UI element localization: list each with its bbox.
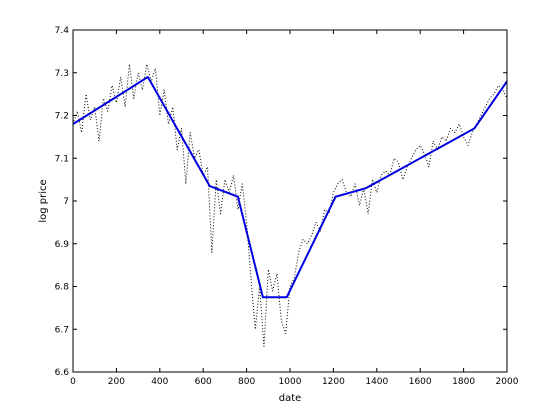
x-tick-label: 1400 <box>365 377 388 387</box>
y-tick-label: 6.6 <box>55 368 70 378</box>
trend-breakpoint <box>334 195 337 198</box>
y-axis-title: log price <box>38 179 49 222</box>
trend-breakpoint <box>208 185 211 187</box>
trend-series-line <box>73 76 507 299</box>
x-tick-label: 400 <box>151 377 168 387</box>
tick-layer: 0 200 400 600 800 1000 1200 1400 1600 1800 2000 6.6… <box>55 26 519 387</box>
series-layer <box>73 63 507 347</box>
y-tick-label: 7 <box>63 197 69 207</box>
y-tick-label: 7.2 <box>55 112 69 122</box>
plot-frame <box>72 29 508 373</box>
y-tick-label: 6.7 <box>55 325 69 335</box>
y-tick-label: 6.9 <box>55 240 70 250</box>
price-series-line <box>73 63 507 347</box>
x-tick-label: 1200 <box>322 377 345 387</box>
x-tick-label: 1000 <box>279 377 302 387</box>
x-axis-title: date <box>279 393 302 404</box>
trend-breakpoint <box>285 296 288 298</box>
trend-breakpoint <box>237 195 239 198</box>
x-tick-label: 0 <box>70 377 76 387</box>
y-tick-label: 7.4 <box>55 26 70 36</box>
trend-breakpoint <box>147 76 149 78</box>
x-tick-label: 200 <box>108 377 125 387</box>
trend-breakpoint <box>473 127 476 130</box>
x-tick-label: 1600 <box>409 377 432 387</box>
trend-breakpoint <box>262 296 264 298</box>
x-tick-label: 600 <box>195 377 212 387</box>
x-tick-label: 1800 <box>452 377 475 387</box>
x-tick-label: 800 <box>238 377 255 387</box>
y-tick-label: 7.3 <box>55 69 69 79</box>
y-tick-label: 7.1 <box>55 154 69 164</box>
y-tick-label: 6.8 <box>55 283 70 293</box>
trend-breakpoint <box>365 187 367 189</box>
x-tick-label: 2000 <box>496 377 519 387</box>
